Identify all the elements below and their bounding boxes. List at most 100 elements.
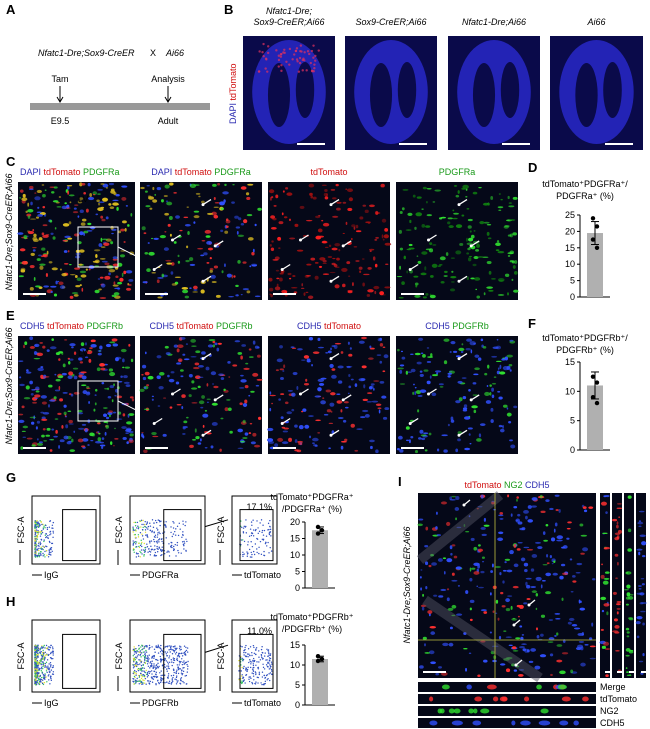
- cell-signal: [446, 597, 450, 602]
- cell-signal: [127, 224, 130, 227]
- cell-signal: [112, 343, 119, 347]
- flow-event: [267, 678, 269, 680]
- flow-event: [36, 650, 39, 653]
- cell-signal: [190, 356, 197, 358]
- cell-signal: [369, 385, 374, 389]
- flow-event: [50, 657, 52, 659]
- cell-signal: [223, 199, 226, 203]
- flow-event: [245, 532, 248, 534]
- cell-signal: [325, 389, 332, 393]
- cell-signal: [158, 385, 164, 390]
- flow-event: [52, 671, 55, 673]
- cell-signal: [302, 57, 305, 60]
- cell-signal: [199, 438, 202, 442]
- cell-signal: [141, 433, 144, 438]
- flow-event: [40, 521, 42, 523]
- cell-signal: [317, 346, 325, 349]
- cell-signal: [283, 216, 288, 219]
- cell-signal: [569, 558, 573, 561]
- flow-event: [150, 545, 152, 548]
- flow-event: [255, 681, 257, 683]
- cell-signal: [189, 287, 192, 290]
- flow-event: [159, 672, 161, 674]
- cell-signal: [34, 394, 41, 398]
- flow-event: [253, 646, 255, 649]
- flow-event: [137, 668, 139, 671]
- cell-signal: [494, 565, 501, 569]
- cell-signal: [549, 507, 554, 511]
- cell-signal: [101, 382, 105, 385]
- cell-signal: [426, 188, 432, 190]
- flow-event: [255, 673, 257, 676]
- cell-signal: [20, 189, 24, 193]
- cell-signal: [364, 209, 369, 214]
- cell-signal: [232, 183, 235, 186]
- cell-signal: [194, 428, 197, 433]
- arrow: [330, 429, 340, 436]
- flow-event: [144, 651, 146, 653]
- cell-signal: [240, 186, 247, 190]
- cell-signal: [94, 402, 97, 406]
- cell-signal: [359, 216, 364, 220]
- cell-signal: [211, 383, 215, 385]
- cell-signal: [472, 191, 478, 195]
- flow-event: [183, 548, 185, 550]
- cell-signal: [625, 654, 630, 657]
- cell-signal: [250, 441, 256, 445]
- arrow-head: [469, 398, 473, 402]
- flow-event: [261, 529, 264, 532]
- flow-event: [141, 675, 143, 678]
- cell-signal: [480, 708, 490, 714]
- cell-signal: [79, 270, 87, 274]
- flow-event: [251, 654, 253, 657]
- cell-signal: [95, 253, 98, 258]
- flow-event: [151, 519, 154, 521]
- flow-event: [36, 670, 39, 672]
- cell-signal: [271, 402, 273, 405]
- cell-signal: [156, 279, 160, 284]
- flow-event: [37, 678, 40, 680]
- cell-signal: [434, 370, 442, 373]
- cell-signal: [616, 607, 621, 610]
- cell-signal: [425, 293, 429, 296]
- cell-signal: [420, 434, 427, 437]
- cell-signal: [98, 288, 102, 291]
- flow-event: [141, 523, 143, 526]
- axis-label: PDGFRb: [142, 698, 179, 708]
- cell-signal: [58, 358, 61, 361]
- cell-signal: [614, 631, 620, 634]
- cell-signal: [438, 383, 444, 386]
- cell-signal: [98, 201, 105, 204]
- flow-event: [149, 551, 152, 553]
- cell-signal: [59, 439, 65, 443]
- cell-signal: [224, 263, 226, 268]
- flow-event: [49, 520, 52, 522]
- cell-signal: [493, 376, 497, 378]
- cell-signal: [72, 367, 79, 370]
- flow-event: [152, 526, 155, 529]
- cell-signal: [147, 242, 150, 244]
- cell-signal: [154, 193, 157, 196]
- cell-signal: [272, 258, 279, 261]
- cell-signal: [110, 241, 114, 245]
- cell-signal: [422, 593, 425, 597]
- flow-event: [43, 539, 45, 541]
- cell-signal: [104, 388, 109, 390]
- flow-event: [251, 681, 253, 684]
- flow-event: [156, 540, 158, 542]
- flow-event: [37, 529, 39, 532]
- flow-event: [155, 683, 157, 685]
- cell-signal: [42, 411, 50, 415]
- cell-signal: [112, 256, 118, 260]
- cell-signal: [242, 419, 246, 424]
- cell-signal: [266, 438, 274, 442]
- cell-signal: [440, 501, 448, 505]
- flow-event: [160, 648, 162, 650]
- flow-event: [252, 657, 255, 660]
- cell-signal: [269, 407, 272, 412]
- cell-signal: [68, 264, 72, 266]
- flow-event: [143, 551, 146, 553]
- cell-signal: [99, 444, 106, 447]
- cell-signal: [468, 388, 471, 392]
- flow-event: [153, 540, 156, 543]
